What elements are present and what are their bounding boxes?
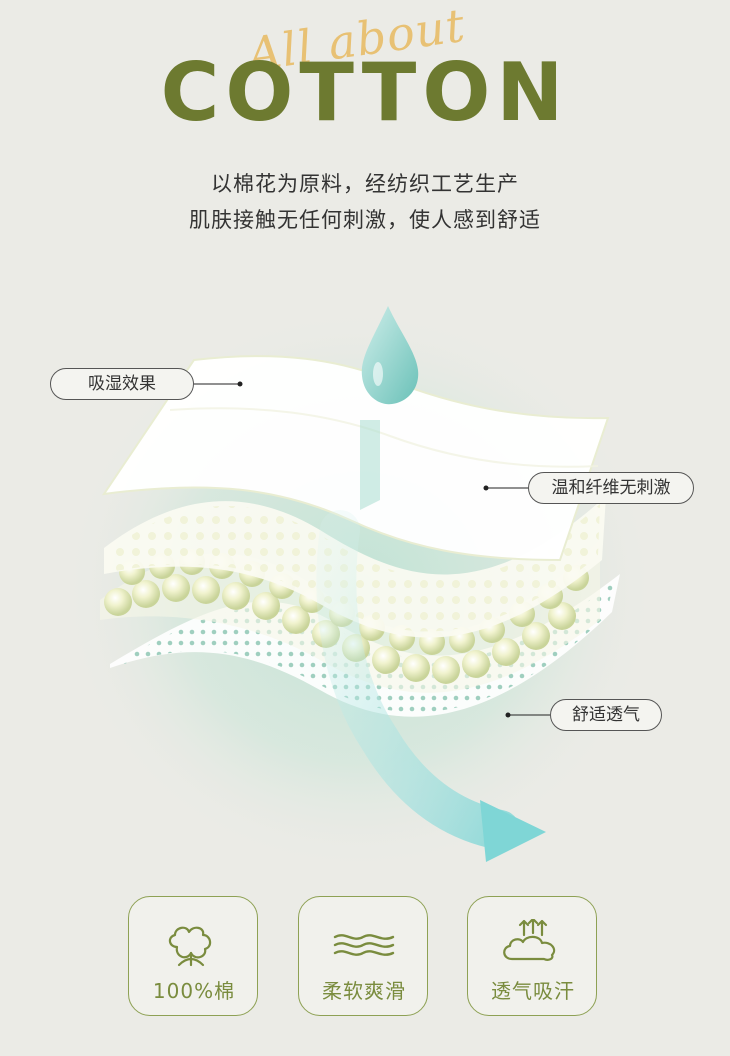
subtitle-line-1: 以棉花为原料，经纺织工艺生产 (211, 172, 519, 196)
page-title: COTTON (160, 46, 570, 139)
feature-label-breathable: 透气吸汗 (491, 979, 575, 1003)
feature-soft: 柔软爽滑 (298, 896, 428, 1016)
cotton-flower-icon (168, 926, 212, 967)
cotton-layers-illustration (60, 305, 660, 875)
callout-gentle-fiber: 温和纤维无刺激 (528, 472, 694, 504)
feature-label-soft: 柔软爽滑 (322, 979, 406, 1003)
title-block: All about COTTON (0, 0, 730, 139)
subtitle-line-2: 肌肤接触无任何刺激，使人感到舒适 (189, 208, 541, 232)
feature-breathable: 透气吸汗 (467, 896, 597, 1016)
callout-breathable: 舒适透气 (550, 699, 662, 731)
feature-cotton: 100%棉 (128, 896, 258, 1016)
breathable-cloud-icon (503, 919, 556, 961)
feature-label-cotton: 100%棉 (152, 979, 236, 1003)
waves-icon (333, 934, 395, 956)
callout-moisture-absorb: 吸湿效果 (50, 368, 194, 400)
